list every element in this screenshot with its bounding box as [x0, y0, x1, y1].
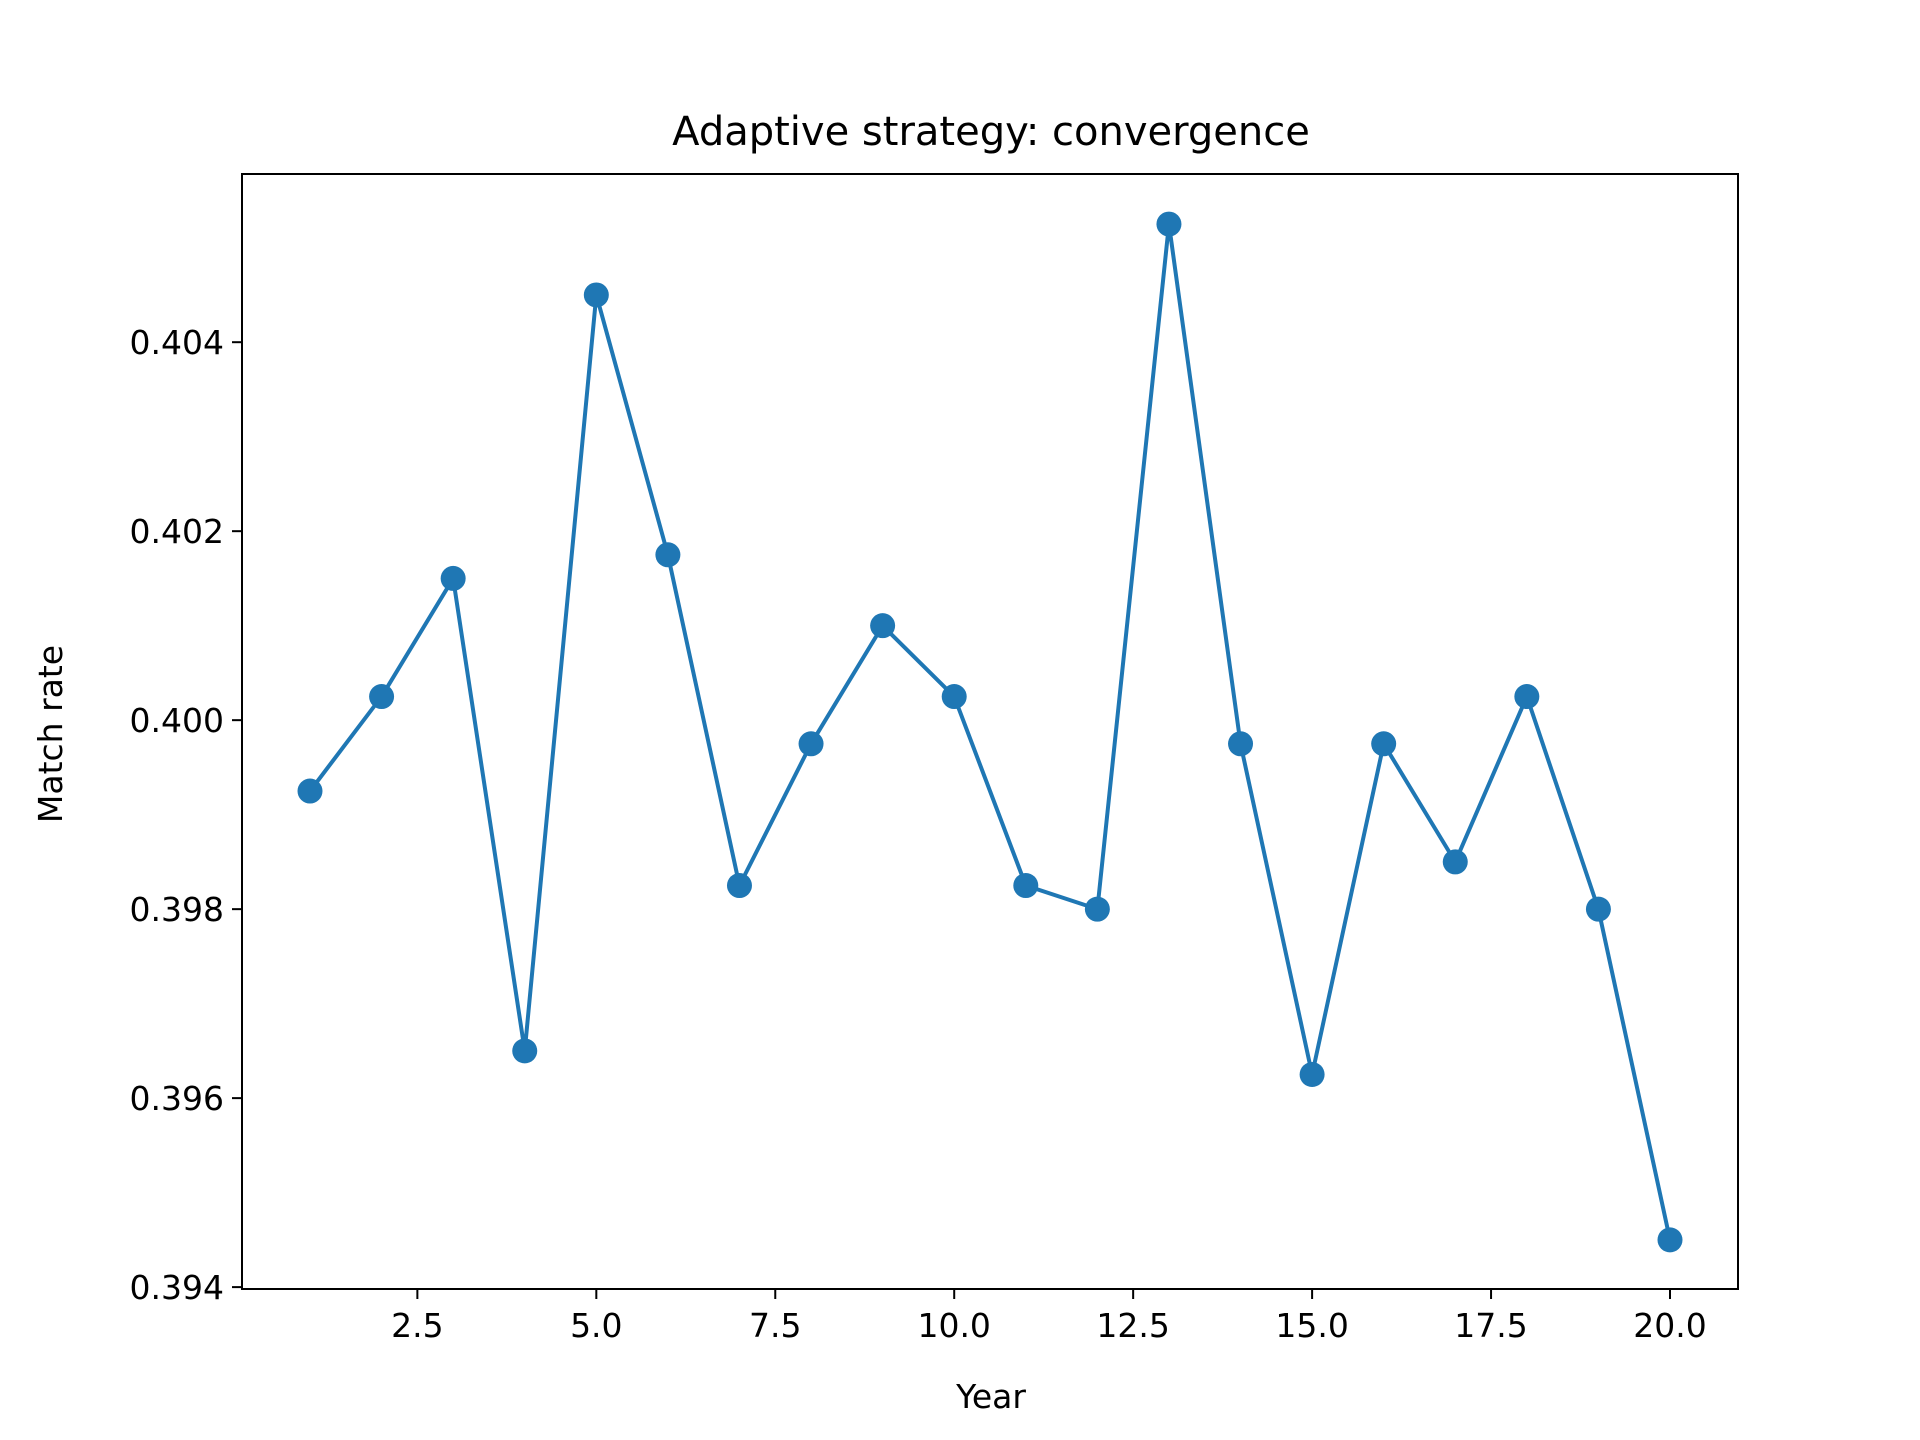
data-point: [941, 684, 967, 710]
data-point: [1299, 1062, 1325, 1088]
data-point: [440, 565, 466, 591]
data-point: [1442, 849, 1468, 875]
chart-title: Adaptive strategy: convergence: [672, 109, 1310, 155]
plot-frame: [241, 173, 1739, 1290]
x-tick-label: 20.0: [1633, 1306, 1706, 1345]
data-point: [870, 613, 896, 639]
x-tick-label: 17.5: [1454, 1306, 1527, 1345]
y-axis-title: Match rate: [31, 645, 70, 823]
x-tick-label: 15.0: [1275, 1306, 1348, 1345]
data-point: [1084, 896, 1110, 922]
data-point: [1228, 731, 1254, 757]
plot-area: 2.5 5.0 7.5 10.0 12.5 15.0 17.5 20.0 0.394 0.396 0…: [130, 173, 1739, 1345]
y-tick-label: 0.400: [130, 701, 224, 740]
y-tick-label: 0.398: [130, 890, 224, 929]
data-point: [512, 1038, 538, 1064]
x-tick-label: 5.0: [570, 1306, 622, 1345]
data-point: [1585, 896, 1611, 922]
data-point: [297, 778, 323, 804]
data-point: [1156, 211, 1182, 237]
series-line: [307, 222, 1673, 1243]
x-tick-label: 10.0: [917, 1306, 990, 1345]
y-tick-label: 0.394: [130, 1268, 224, 1307]
data-point: [798, 731, 824, 757]
data-point: [1657, 1227, 1683, 1253]
x-axis-title: Year: [955, 1377, 1026, 1416]
data-point: [1514, 684, 1540, 710]
data-point: [1371, 731, 1397, 757]
data-point: [655, 542, 681, 568]
y-tick-label: 0.396: [130, 1079, 224, 1118]
data-point: [1013, 873, 1039, 899]
y-tick-label: 0.404: [130, 323, 224, 362]
data-point: [369, 684, 395, 710]
data-point: [726, 873, 752, 899]
x-tick-label: 2.5: [391, 1306, 443, 1345]
x-tick-label: 12.5: [1096, 1306, 1169, 1345]
y-tick-label: 0.402: [130, 512, 224, 551]
data-point: [583, 282, 609, 308]
x-tick-label: 7.5: [749, 1306, 801, 1345]
